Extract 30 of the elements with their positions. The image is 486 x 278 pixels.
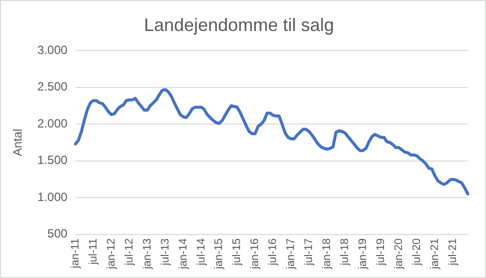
- chart-title: Landejendomme til salg: [144, 14, 334, 35]
- y-tick-label: 2.500: [37, 80, 68, 94]
- y-tick-label: 1.000: [37, 190, 68, 204]
- x-tick-label: jan-15: [213, 238, 226, 270]
- y-tick-label: 500: [47, 226, 68, 241]
- x-tick-label: jul-11: [87, 238, 100, 266]
- x-tick-label: jul-20: [410, 238, 423, 266]
- x-tick-label: jul-15: [231, 238, 244, 266]
- x-tick-label: jan-21: [428, 238, 441, 270]
- y-tick-label: 2.000: [37, 116, 68, 130]
- x-tick-label: jul-18: [339, 238, 352, 266]
- x-tick-label: jul-21: [446, 238, 459, 266]
- x-tick-label: jul-12: [123, 238, 136, 266]
- x-tick-label: jan-14: [177, 238, 190, 270]
- x-tick-label: jan-19: [357, 238, 369, 270]
- x-tick-label: jan-20: [392, 238, 405, 270]
- x-tick-label: jan-13: [141, 238, 154, 270]
- x-tick-label: jul-13: [159, 238, 172, 266]
- x-tick-label: jan-16: [249, 238, 262, 270]
- y-tick-label: 3.000: [37, 42, 68, 57]
- y-axis-title: Antal: [10, 128, 25, 156]
- x-tick-label: jul-19: [374, 238, 387, 266]
- x-tick-label: jan-11: [69, 238, 82, 270]
- x-tick-label: jan-12: [105, 238, 118, 270]
- x-tick-label: jul-17: [303, 238, 316, 266]
- x-tick-label: jan-17: [285, 238, 298, 270]
- x-tick-label: jan-18: [321, 238, 334, 270]
- x-tick-label: jul-14: [195, 238, 208, 266]
- x-tick-label: jul-16: [267, 238, 280, 266]
- y-tick-label: 1.500: [37, 153, 68, 168]
